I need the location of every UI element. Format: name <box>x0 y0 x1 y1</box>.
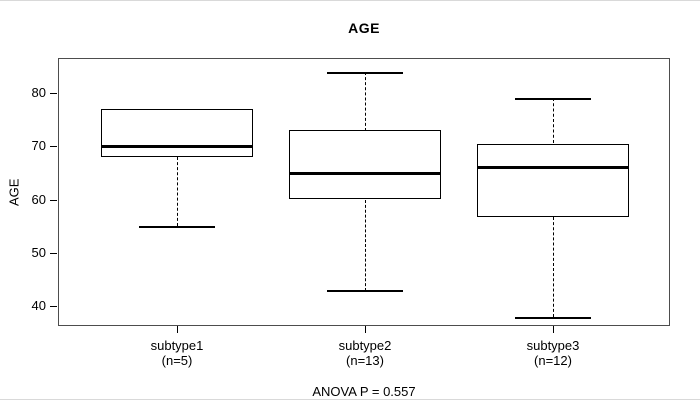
x-category-name: subtype3 <box>526 338 580 353</box>
y-tick-label: 50 <box>31 245 46 260</box>
box-rect-subtype1 <box>101 109 253 157</box>
x-category-name: subtype1 <box>150 338 204 353</box>
box-rect-subtype2 <box>289 130 441 199</box>
y-tick-label: 60 <box>31 192 46 207</box>
median-line-subtype3 <box>477 166 629 169</box>
anova-annotation: ANOVA P = 0.557 <box>312 384 416 399</box>
whisker-cap-lower <box>139 226 215 228</box>
x-category-label-subtype2: subtype2 (n=13) <box>295 338 435 368</box>
y-tick-mark <box>50 146 57 147</box>
whisker-cap-upper <box>515 98 591 100</box>
whisker-cap-upper <box>327 72 403 74</box>
box-whisker-upper <box>365 72 366 131</box>
chart-title: AGE <box>348 20 380 36</box>
box-whisker-lower <box>365 200 366 291</box>
box-whisker-upper <box>553 98 554 143</box>
x-category-label-subtype1: subtype1 (n=5) <box>107 338 247 368</box>
y-tick-label: 80 <box>31 85 46 100</box>
x-category-count: (n=13) <box>346 353 384 368</box>
median-line-subtype1 <box>101 145 253 148</box>
x-tick-mark <box>553 326 554 333</box>
y-tick-label: 40 <box>31 298 46 313</box>
y-tick-mark <box>50 200 57 201</box>
x-category-count: (n=12) <box>534 353 572 368</box>
y-tick-mark <box>50 253 57 254</box>
box-rect-subtype3 <box>477 144 629 217</box>
x-tick-mark <box>365 326 366 333</box>
whisker-cap-lower <box>327 290 403 292</box>
y-tick-mark <box>50 93 57 94</box>
x-category-name: subtype2 <box>338 338 392 353</box>
x-tick-mark <box>177 326 178 333</box>
x-category-label-subtype3: subtype3 (n=12) <box>483 338 623 368</box>
median-line-subtype2 <box>289 172 441 175</box>
box-whisker-lower <box>553 217 554 317</box>
whisker-cap-lower <box>515 317 591 319</box>
y-tick-mark <box>50 306 57 307</box>
box-whisker-lower <box>177 157 178 226</box>
y-tick-label: 70 <box>31 138 46 153</box>
x-category-count: (n=5) <box>161 353 193 368</box>
